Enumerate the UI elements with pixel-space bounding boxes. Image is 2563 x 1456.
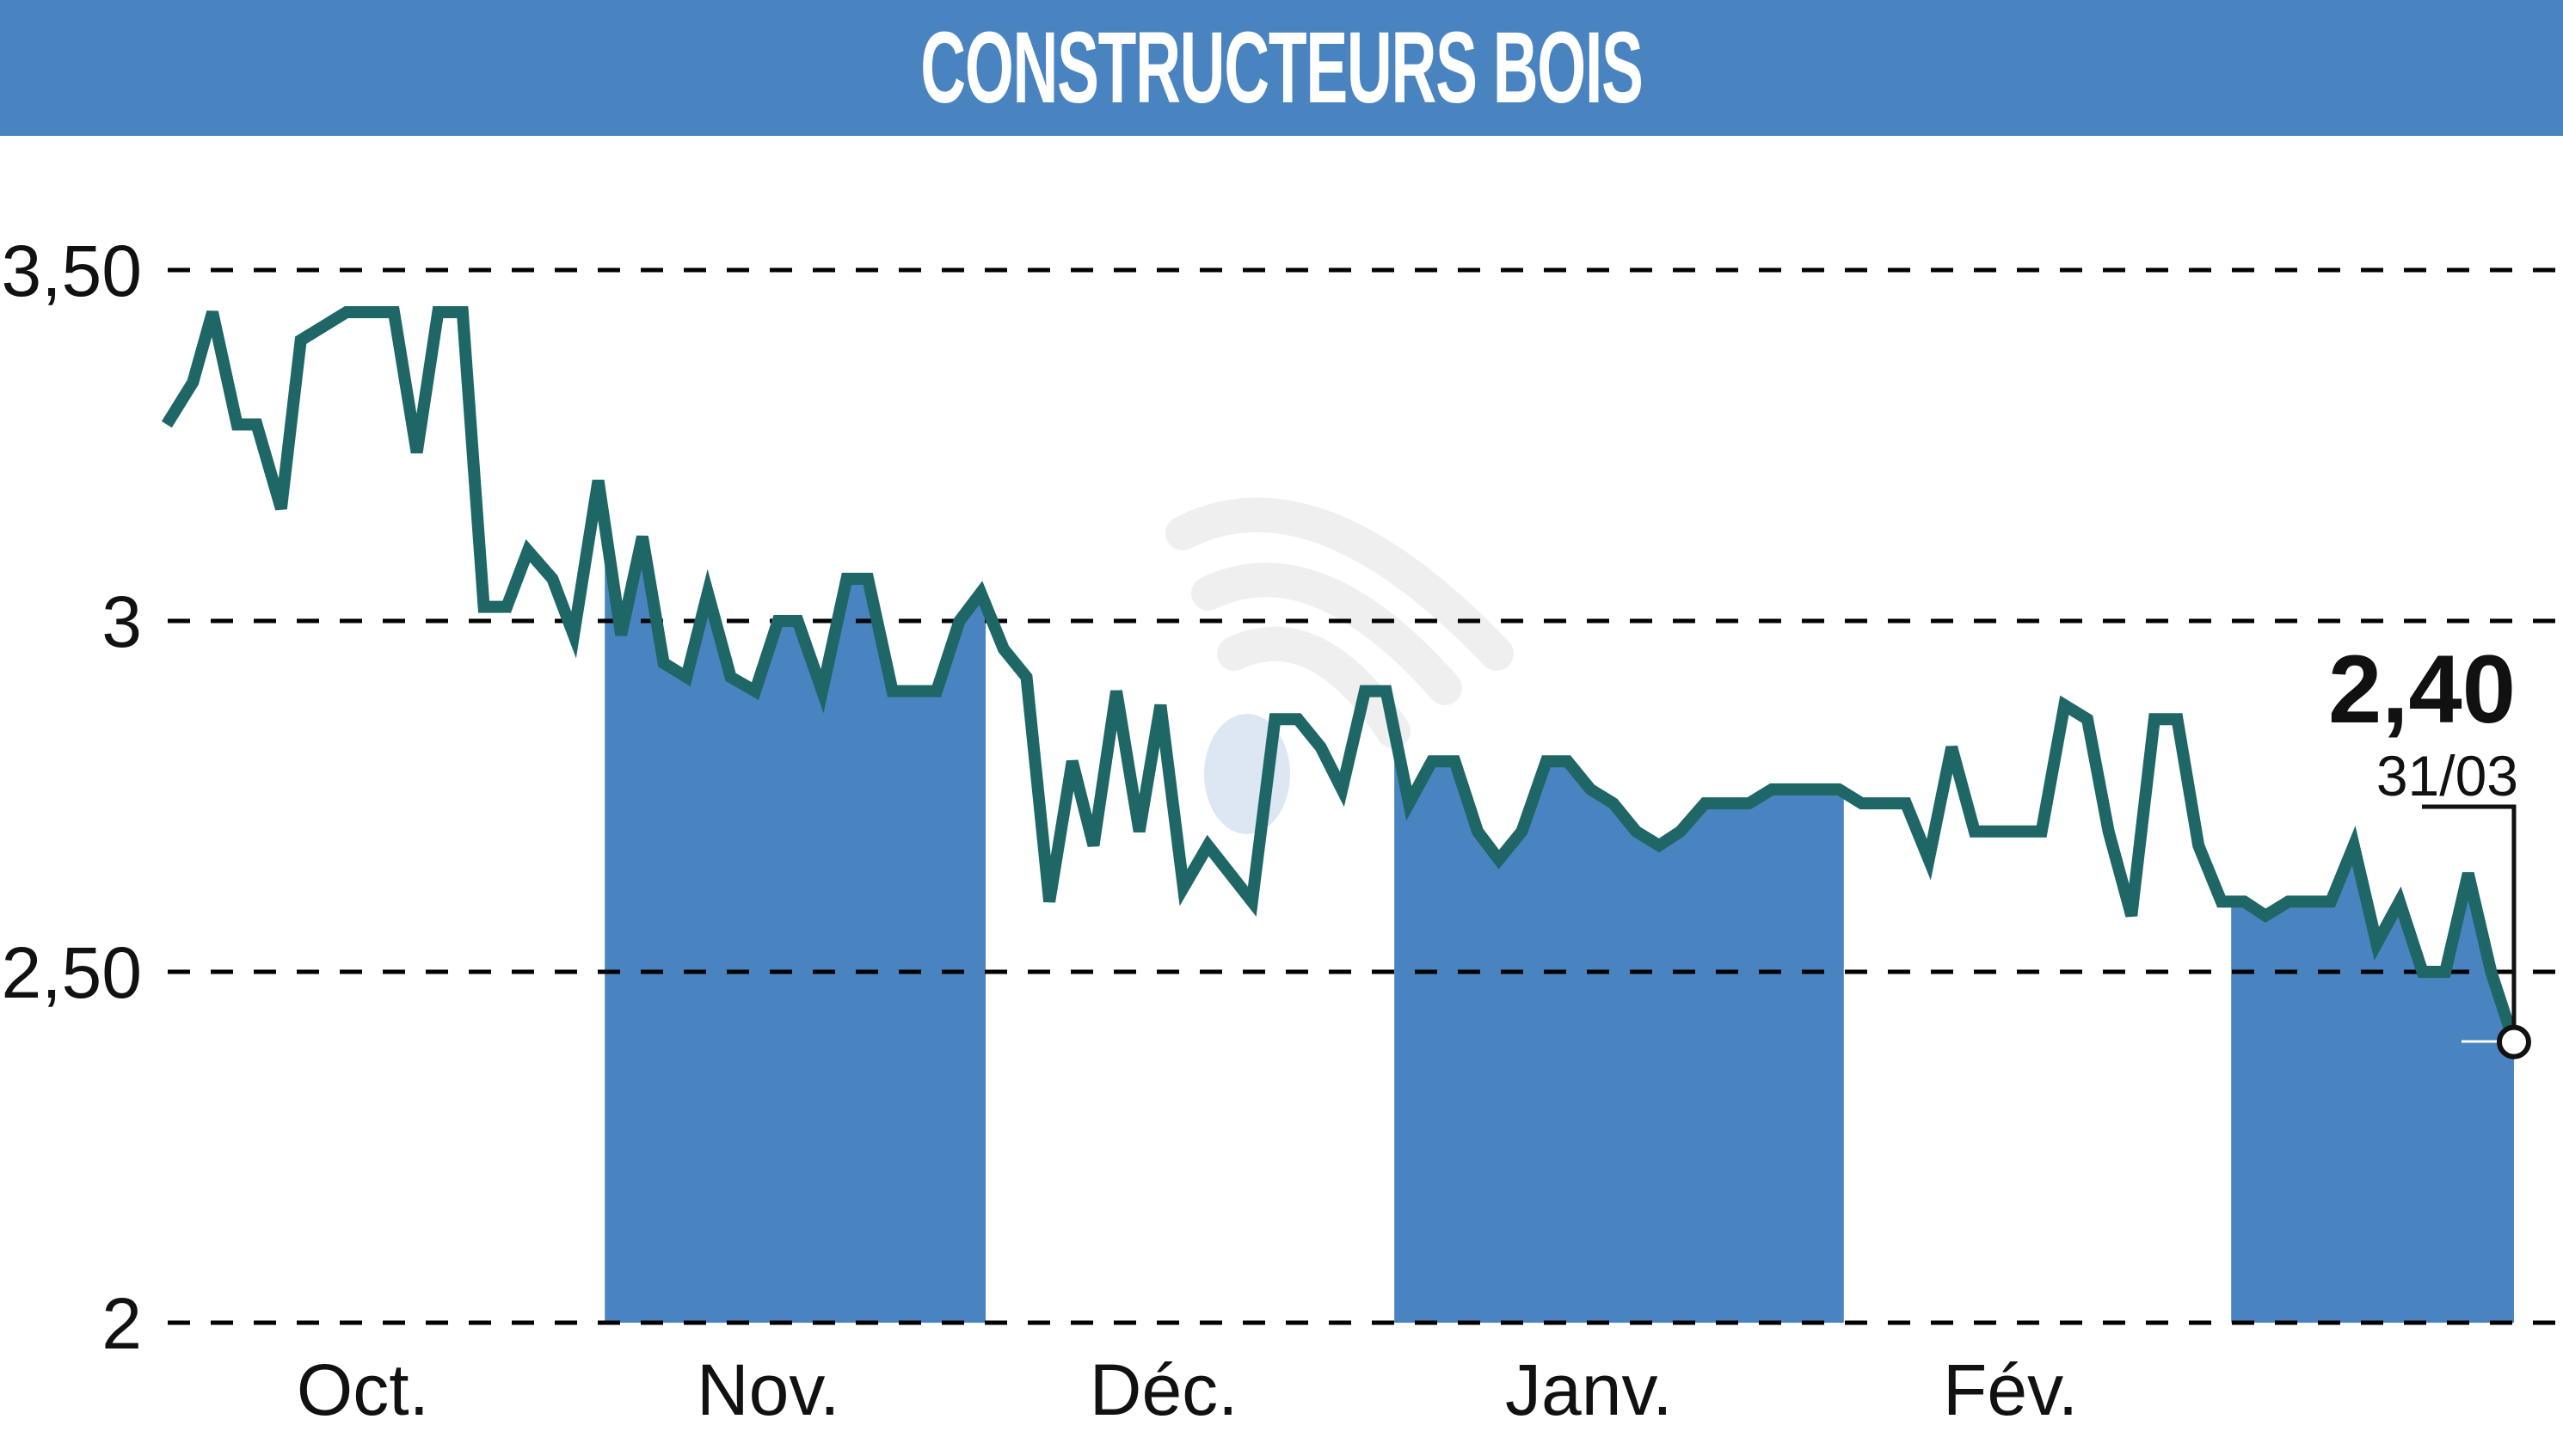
x-tick-label: Oct. (297, 1349, 429, 1430)
price-line (161, 305, 2520, 1044)
month-bands (605, 311, 2514, 1323)
x-tick-label: Déc. (1090, 1349, 1238, 1430)
chart-title: CONSTRUCTEURS BOIS (920, 11, 1644, 125)
x-axis-labels: Oct. Nov. Déc. Janv. Fév. (297, 1349, 2078, 1430)
month-band (1394, 311, 1844, 1323)
y-tick-label: 3 (101, 581, 142, 662)
gridlines (168, 267, 2563, 1325)
end-point-marker (2496, 1024, 2531, 1060)
x-tick-label: Fév. (1943, 1349, 2078, 1430)
last-date-label: 31/03 (2376, 744, 2518, 808)
x-tick-label: Janv. (1505, 1349, 1673, 1430)
last-value-label: 2,40 (2328, 636, 2516, 743)
y-axis-labels: 3,50 3 2,50 2 (2, 230, 143, 1364)
leader-line (2421, 804, 2517, 1042)
y-tick-label: 3,50 (2, 230, 143, 311)
y-tick-label: 2 (101, 1283, 142, 1364)
last-value-annotation: 2,40 31/03 (2328, 636, 2531, 1060)
y-tick-label: 2,50 (2, 932, 143, 1013)
chart-header: CONSTRUCTEURS BOIS (0, 0, 2563, 136)
x-tick-label: Nov. (697, 1349, 839, 1430)
